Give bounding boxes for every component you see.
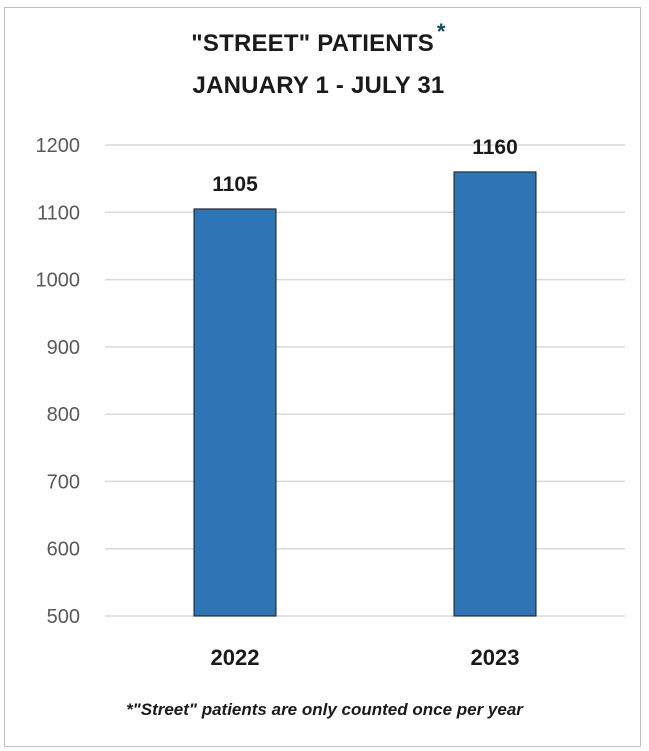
- data-label: 1105: [212, 173, 258, 196]
- bar: [453, 171, 537, 617]
- y-tick-label: 600: [47, 539, 80, 561]
- chart-footnote: *"Street" patients are only counted once…: [126, 700, 523, 719]
- title-asterisk: *: [436, 19, 446, 44]
- y-tick-label: 800: [47, 404, 80, 426]
- chart-title-line2: JANUARY 1 - JULY 31: [192, 72, 445, 99]
- x-tick-label: 2023: [471, 645, 520, 670]
- y-tick-label: 500: [47, 606, 80, 628]
- y-tick-label: 700: [47, 471, 80, 493]
- chart-title-line1: "STREET" PATIENTS *: [0, 19, 637, 58]
- y-tick-label: 1100: [37, 202, 80, 224]
- bar: [193, 208, 277, 617]
- x-tick-label: 2022: [211, 645, 260, 670]
- y-tick-label: 1200: [36, 135, 81, 157]
- y-tick-label: 1000: [36, 270, 81, 292]
- data-label: 1160: [472, 136, 518, 159]
- chart-title-text: "STREET" PATIENTS: [191, 30, 434, 57]
- y-tick-label: 900: [47, 337, 80, 359]
